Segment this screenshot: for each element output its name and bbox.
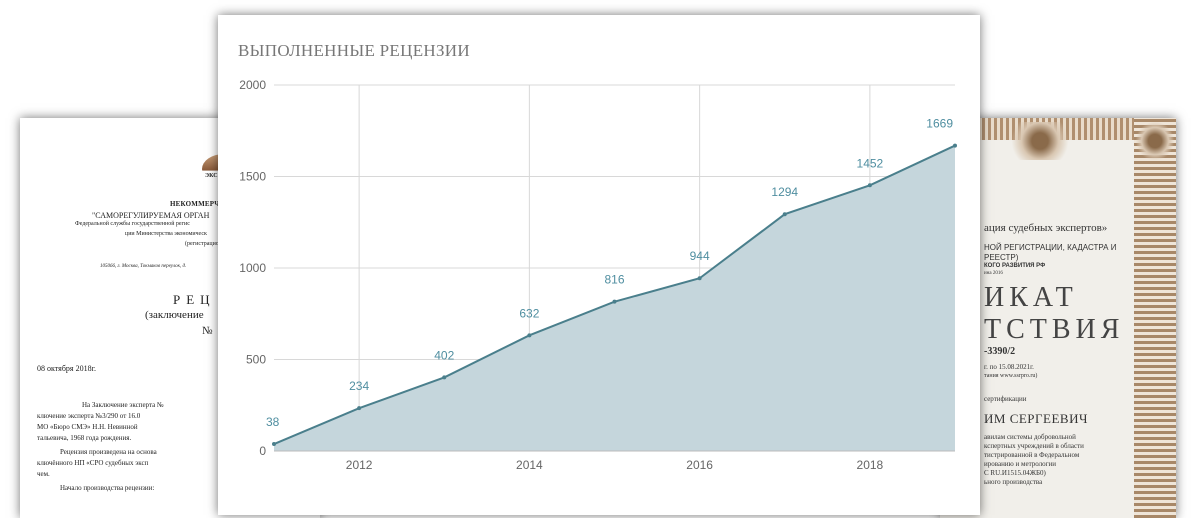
data-label: 234 — [349, 379, 369, 393]
data-point — [697, 276, 702, 281]
data-label: 38 — [266, 415, 280, 429]
x-tick-label: 2016 — [686, 458, 713, 472]
doc-date: 08 октября 2018г. — [37, 364, 96, 373]
data-point — [357, 406, 362, 411]
cert-site: тания www.ssrpro.ru) — [984, 373, 1038, 379]
cert-line: КОГО РАЗВИТИЯ РФ — [984, 263, 1046, 269]
cert-line: авилам системы добровольной — [984, 433, 1076, 441]
data-point — [527, 333, 532, 338]
cert-line: ированию и метрологии — [984, 460, 1056, 468]
y-tick-label: 2000 — [239, 78, 266, 92]
cert-line: сертификации — [984, 395, 1027, 403]
cert-holder-name: ИМ СЕРГЕЕВИЧ — [984, 411, 1088, 426]
cert-line: С RU.И1515.04ЖБ0) — [984, 469, 1046, 477]
x-tick-label: 2014 — [516, 458, 543, 472]
data-label: 816 — [604, 273, 624, 287]
doc-address: 105066, г. Москва, Токмаков переулок, д. — [100, 264, 187, 269]
data-point — [442, 375, 447, 380]
doc-paragraph-line: На Заключение эксперта № — [82, 401, 164, 409]
chart-title: ВЫПОЛНЕННЫЕ РЕЦЕНЗИИ — [238, 41, 470, 60]
x-tick-label: 2012 — [346, 458, 373, 472]
doc-org-line: Федеральной службы государственной регис — [75, 221, 190, 227]
doc-org-line: "САМОРЕГУЛИРУЕМАЯ ОРГАН — [92, 211, 210, 220]
data-label: 402 — [434, 348, 454, 362]
cert-line: ьного производства — [984, 478, 1043, 486]
data-label: 944 — [690, 249, 710, 263]
doc-paragraph-line: ключение эксперта №3/290 от 16.0 — [37, 412, 141, 420]
doc-subheading: (заключение — [145, 309, 204, 321]
doc-org-line: (регистрацион — [185, 241, 222, 247]
cert-title: ИКАТ — [984, 282, 1078, 313]
ornament-icon — [1004, 122, 1076, 160]
data-point — [782, 212, 787, 217]
doc-paragraph-line: тальевича, 1968 года рождения. — [37, 434, 132, 442]
y-tick-label: 1000 — [239, 261, 266, 275]
doc-number: № — [202, 325, 213, 337]
cert-number: -3390/2 — [984, 346, 1016, 357]
doc-heading: РЕЦ — [173, 292, 216, 307]
cert-line: РЕЕСТР) — [984, 253, 1019, 262]
cert-line: кспертных учреждений в области — [984, 442, 1084, 450]
data-point — [612, 299, 617, 304]
y-tick-label: 1500 — [239, 170, 266, 184]
doc-paragraph-line: Рецензия произведена на основа — [60, 448, 157, 456]
doc-paragraph-line: ключённого НП «СРО судебных эксп — [37, 459, 149, 467]
cert-line: ация судебных экспертов» — [984, 222, 1108, 234]
chart-card: ВЫПОЛНЕННЫЕ РЕЦЕНЗИИ 0 500 1000 1500 2000 201… — [218, 15, 980, 515]
y-tick-label: 0 — [259, 444, 266, 458]
cert-line: тистрированной в Федеральном — [984, 451, 1080, 459]
cert-title: ТСТВИЯ — [984, 314, 1125, 345]
doc-paragraph-line: МО «Бюро СМЭ» Н.Н. Невинной — [37, 423, 138, 431]
cert-line: ина 2016 — [984, 271, 1003, 276]
data-label: 632 — [519, 306, 539, 320]
data-point — [272, 442, 276, 447]
cert-line: НОЙ РЕГИСТРАЦИИ, КАДАСТРА И — [984, 243, 1117, 252]
y-tick-label: 500 — [246, 353, 266, 367]
data-point — [867, 183, 872, 188]
doc-org-name: НЕКОММЕРЧЕС — [170, 200, 230, 208]
certificate-border — [1134, 118, 1176, 518]
cert-validity: г. по 15.08.2021г. — [984, 363, 1034, 371]
area-chart: 0 500 1000 1500 2000 2012 2014 2016 2018 38 234 402… — [239, 78, 957, 472]
doc-paragraph-line: Начало производства рецензии: — [60, 484, 155, 492]
logo-text: ЭКС — [205, 173, 218, 179]
doc-paragraph-line: чем. — [37, 470, 50, 478]
data-point — [953, 143, 957, 148]
ornament-icon — [1136, 122, 1174, 160]
data-label: 1452 — [857, 156, 884, 170]
area-fill — [274, 145, 955, 451]
x-tick-label: 2018 — [857, 458, 884, 472]
data-label: 1669 — [926, 117, 953, 131]
data-label: 1294 — [771, 185, 798, 199]
doc-org-line: ции Министерства экономическ — [125, 231, 207, 237]
